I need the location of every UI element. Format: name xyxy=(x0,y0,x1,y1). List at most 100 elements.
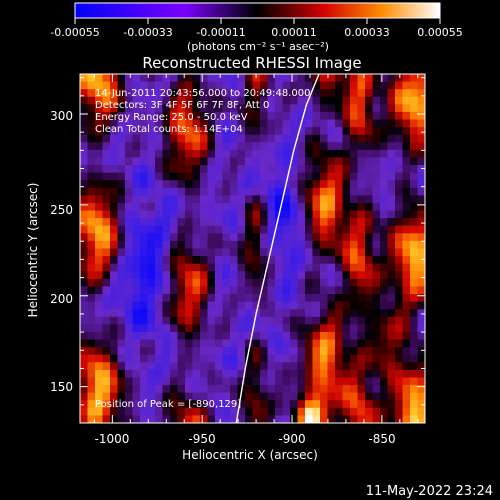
heatmap-cell xyxy=(230,165,239,174)
heatmap-cell xyxy=(320,187,329,196)
heatmap-cell xyxy=(215,294,224,303)
heatmap-cell xyxy=(387,96,396,105)
heatmap-cell xyxy=(417,233,425,242)
heatmap-cell xyxy=(387,89,396,98)
heatmap-cell xyxy=(155,218,164,227)
heatmap-cell xyxy=(290,316,299,325)
heatmap-cell xyxy=(80,165,89,174)
heatmap-cell xyxy=(237,286,246,295)
heatmap-cell xyxy=(102,339,111,348)
heatmap-cell xyxy=(335,316,344,325)
heatmap-cell xyxy=(275,331,284,341)
heatmap-cell xyxy=(237,271,246,280)
heatmap-cell xyxy=(177,180,186,189)
heatmap-cell xyxy=(410,210,419,219)
heatmap-cell xyxy=(365,240,374,250)
heatmap-cell xyxy=(417,362,425,371)
heatmap-cell xyxy=(95,415,104,423)
heatmap-cell xyxy=(305,248,314,257)
heatmap-cell xyxy=(335,377,344,386)
heatmap-cell xyxy=(222,331,231,341)
heatmap-cell xyxy=(102,294,111,303)
heatmap-cell xyxy=(402,369,411,379)
heatmap-cell xyxy=(410,294,419,303)
heatmap-cell xyxy=(305,96,314,105)
heatmap-cell xyxy=(395,362,404,371)
heatmap-cell xyxy=(320,157,329,166)
heatmap-cell xyxy=(222,225,231,234)
heatmap-cell xyxy=(147,202,156,212)
heatmap-cell xyxy=(140,248,149,257)
heatmap-cell xyxy=(80,149,89,159)
heatmap-cell xyxy=(372,180,381,189)
heatmap-cell xyxy=(267,134,276,143)
heatmap-cell xyxy=(95,385,104,394)
heatmap-cell xyxy=(132,210,141,219)
heatmap-cell xyxy=(380,271,389,280)
heatmap-cell xyxy=(297,316,306,325)
heatmap-cell xyxy=(162,119,171,128)
heatmap-cell xyxy=(357,187,366,196)
heatmap-cell xyxy=(320,111,329,121)
heatmap-cell xyxy=(125,134,134,143)
heatmap-cell xyxy=(252,339,261,348)
heatmap-cell xyxy=(162,202,171,212)
heatmap-cell xyxy=(170,324,179,333)
heatmap-cell xyxy=(222,233,231,242)
heatmap-cell xyxy=(110,385,119,394)
heatmap-cell xyxy=(207,309,216,318)
heatmap-cell xyxy=(177,362,186,371)
heatmap-cell xyxy=(312,362,321,371)
heatmap-cell xyxy=(290,324,299,333)
heatmap-cell xyxy=(395,240,404,250)
heatmap-cell xyxy=(87,225,96,234)
heatmap-cell xyxy=(417,331,425,341)
heatmap-cell xyxy=(237,339,246,348)
heatmap-cell xyxy=(365,127,374,136)
heatmap-cell xyxy=(290,286,299,295)
heatmap-cell xyxy=(252,362,261,371)
heatmap-cell xyxy=(395,324,404,333)
heatmap-cell xyxy=(357,165,366,174)
heatmap-cell xyxy=(380,316,389,325)
heatmap-cell xyxy=(320,142,329,151)
heatmap-cell xyxy=(147,385,156,394)
heatmap-cell xyxy=(162,392,171,401)
heatmap-cell xyxy=(252,202,261,212)
heatmap-cell xyxy=(200,385,209,394)
heatmap-cell xyxy=(102,111,111,121)
heatmap-cell xyxy=(267,271,276,280)
heatmap-cell xyxy=(320,218,329,227)
heatmap-cell xyxy=(117,256,126,265)
heatmap-cell xyxy=(402,165,411,174)
heatmap-cell xyxy=(372,210,381,219)
heatmap-cell xyxy=(132,278,141,288)
heatmap-cell xyxy=(395,278,404,288)
heatmap-cell xyxy=(395,74,404,83)
heatmap-cell xyxy=(237,392,246,401)
heatmap-cell xyxy=(155,157,164,166)
heatmap-cell xyxy=(395,316,404,325)
heatmap-cell xyxy=(237,127,246,136)
heatmap-cell xyxy=(417,202,425,212)
heatmap-cell xyxy=(110,316,119,325)
heatmap-cell xyxy=(395,210,404,219)
heatmap-cell xyxy=(320,278,329,288)
heatmap-cell xyxy=(320,104,329,113)
heatmap-cell xyxy=(260,339,269,348)
heatmap-cell xyxy=(155,149,164,159)
heatmap-cell xyxy=(200,202,209,212)
heatmap-cell xyxy=(117,316,126,325)
heatmap-cell xyxy=(305,127,314,136)
heatmap-cell xyxy=(192,119,201,128)
heatmap-cell xyxy=(147,331,156,341)
colorbar-tick-label: 0.00055 xyxy=(417,26,463,39)
heatmap-cell xyxy=(237,294,246,303)
heatmap-cell xyxy=(125,111,134,121)
heatmap-cell xyxy=(260,309,269,318)
heatmap-cell xyxy=(155,142,164,151)
heatmap-cell xyxy=(117,127,126,136)
heatmap-cell xyxy=(230,263,239,272)
heatmap-cell xyxy=(222,354,231,363)
heatmap-cell xyxy=(200,218,209,227)
